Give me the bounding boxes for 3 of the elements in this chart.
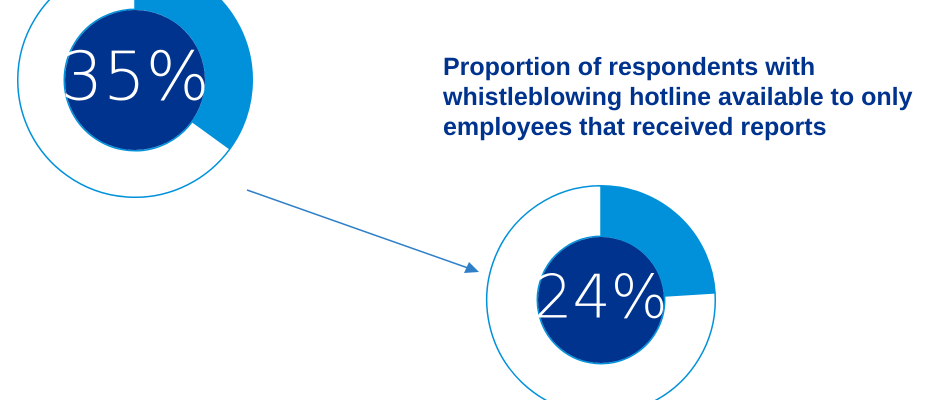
data-label: 24% — [534, 262, 668, 333]
data-label: 35% — [60, 37, 210, 116]
chart-title: Proportion of respondents with whistleblowing hotline available to only employees that received reports — [443, 52, 914, 142]
